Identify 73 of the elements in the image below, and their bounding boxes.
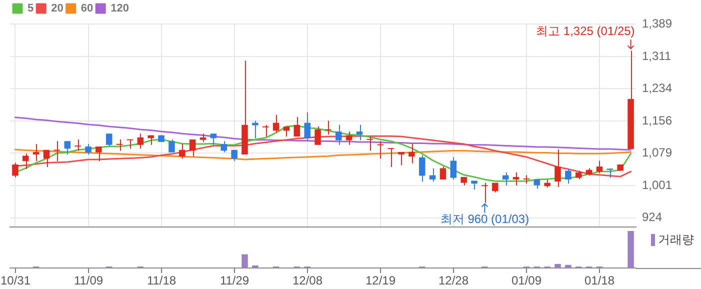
candlestick xyxy=(554,148,561,188)
candlestick xyxy=(106,133,112,148)
candlestick xyxy=(12,162,18,178)
candlestick xyxy=(189,138,196,158)
candlestick xyxy=(64,140,71,155)
candlestick xyxy=(398,151,404,166)
candlestick xyxy=(325,120,332,135)
candlestick xyxy=(336,124,342,146)
candlestick xyxy=(596,160,603,174)
y-tick-label: 1,079 xyxy=(642,146,672,160)
y-tick-label: 1,234 xyxy=(642,80,672,95)
candlestick xyxy=(377,140,384,160)
y-tick-label: 924 xyxy=(642,210,662,224)
candlestick xyxy=(22,153,29,170)
y-tick-label: 1,389 xyxy=(642,16,672,30)
x-tick-label: 01/09 xyxy=(511,273,542,288)
y-tick-label: 1,156 xyxy=(642,113,672,128)
x-tick-label: 11/29 xyxy=(220,273,250,288)
candlestick xyxy=(283,126,290,138)
candlestick xyxy=(418,154,426,182)
x-tick-label: 11/09 xyxy=(74,273,104,288)
annotation: 최고 1,325 (01/25) xyxy=(536,24,635,38)
legend-label: 20 xyxy=(51,2,64,15)
candlestick xyxy=(168,138,175,153)
candlestick xyxy=(512,172,520,186)
bar xyxy=(242,254,248,268)
candlestick xyxy=(210,133,217,146)
candlestick xyxy=(388,148,394,168)
legend-label: 5 xyxy=(28,2,34,15)
bar xyxy=(554,264,561,268)
candlestick xyxy=(74,138,81,152)
candlestick xyxy=(482,182,488,204)
bar xyxy=(252,265,258,268)
candlestick xyxy=(252,120,258,139)
candlestick xyxy=(304,112,310,141)
bar xyxy=(628,231,634,268)
candlestick xyxy=(502,172,509,186)
candlestick xyxy=(126,138,134,150)
candlestick xyxy=(450,156,457,180)
legend-label: 거래량 xyxy=(658,232,694,246)
annotation: 최저 960 (01/03) xyxy=(440,212,530,226)
x-tick-label: 12/28 xyxy=(438,273,469,288)
bar xyxy=(565,264,572,268)
candlestick xyxy=(356,124,363,141)
candlestick xyxy=(565,168,572,184)
candlestick xyxy=(116,138,123,152)
candlestick xyxy=(96,146,102,162)
x-tick-label: 12/19 xyxy=(365,273,396,288)
candlestick xyxy=(54,140,60,162)
candlestick xyxy=(366,136,374,152)
x-tick-label: 12/08 xyxy=(292,273,323,288)
legend-label: 120 xyxy=(110,2,129,15)
y-tick-label: 1,311 xyxy=(642,48,672,63)
candlestick xyxy=(346,131,352,146)
candlestick xyxy=(314,126,321,146)
candlestick xyxy=(429,168,436,182)
x-tick-label: 01/18 xyxy=(584,273,615,288)
candlestick xyxy=(606,168,614,178)
x-tick-label: 10/31 xyxy=(0,273,31,288)
candlestick xyxy=(408,144,415,164)
candlestick xyxy=(294,116,300,138)
candlestick xyxy=(85,144,92,155)
candlestick xyxy=(440,166,446,180)
legend-label: 60 xyxy=(80,2,94,15)
candlestick xyxy=(179,144,186,160)
candlestick xyxy=(43,149,50,168)
candlestick xyxy=(220,140,228,153)
candlestick xyxy=(32,144,40,162)
y-tick-label: 1,001 xyxy=(642,178,672,192)
candlestick xyxy=(137,133,144,150)
candlestick xyxy=(262,124,269,138)
candlestick xyxy=(272,114,280,133)
x-tick-label: 11/18 xyxy=(146,273,176,288)
